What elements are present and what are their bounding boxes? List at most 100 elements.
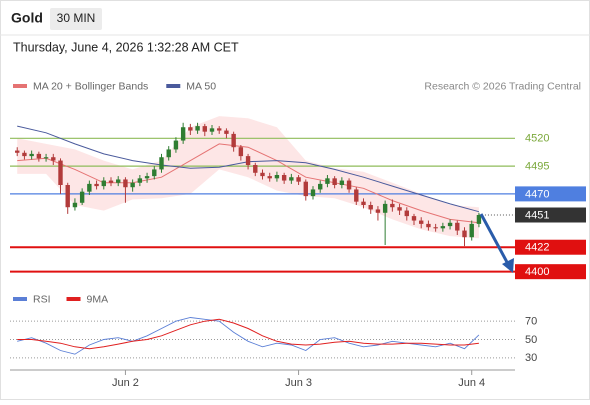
candle-body bbox=[455, 222, 460, 231]
arrow-shaft bbox=[479, 213, 510, 265]
candle-body bbox=[368, 205, 373, 210]
legend-label: 9MA bbox=[87, 293, 109, 305]
candle-body bbox=[15, 150, 20, 153]
candle-body bbox=[238, 147, 244, 157]
candle-body bbox=[318, 183, 323, 190]
candle-body bbox=[433, 227, 438, 229]
level-box bbox=[515, 186, 586, 202]
candle-body bbox=[152, 169, 157, 177]
candle-body bbox=[22, 152, 27, 157]
source: Research © 2026 Trading Central bbox=[424, 80, 581, 92]
x-tick-label: Jun 3 bbox=[285, 377, 312, 389]
candle-body bbox=[289, 177, 294, 181]
candle-body bbox=[447, 222, 453, 227]
candle-body bbox=[87, 183, 92, 192]
candle-body bbox=[180, 127, 186, 141]
candle-body bbox=[137, 178, 143, 183]
y-tick-label: 50 bbox=[525, 334, 537, 346]
candle-body bbox=[195, 126, 200, 131]
level-label: 4495 bbox=[525, 161, 549, 173]
legend-label: MA 20 + Bollinger Bands bbox=[33, 80, 148, 92]
candle-body bbox=[253, 165, 258, 173]
timestamp: Thursday, June 4, 2026 1:32:28 AM CET bbox=[13, 40, 239, 54]
price-label: 4451 bbox=[525, 209, 549, 221]
candle-body bbox=[390, 203, 395, 208]
candle-body bbox=[159, 157, 164, 170]
candle-body bbox=[72, 202, 78, 208]
candle-body bbox=[29, 153, 34, 157]
candle-body bbox=[231, 133, 236, 148]
candle-body bbox=[296, 177, 301, 182]
candle-body bbox=[202, 126, 207, 132]
candle-body bbox=[411, 216, 417, 221]
symbol: Gold bbox=[11, 10, 43, 26]
level-label: 4400 bbox=[525, 266, 549, 278]
candle-body bbox=[346, 180, 352, 190]
candle-body bbox=[469, 223, 474, 238]
candle-body bbox=[94, 183, 99, 187]
candle-body bbox=[65, 185, 70, 208]
candle-body bbox=[116, 179, 121, 183]
candle-body bbox=[166, 149, 171, 158]
candle-body bbox=[325, 178, 330, 184]
candle-body bbox=[267, 176, 272, 179]
y-tick-label: 70 bbox=[525, 316, 537, 328]
interval[interactable]: 30 MIN bbox=[57, 11, 96, 25]
legend-swatch bbox=[13, 84, 27, 88]
forecast-arrow bbox=[479, 213, 514, 273]
legend-swatch bbox=[166, 84, 181, 88]
indicator-line bbox=[17, 317, 480, 355]
candle-body bbox=[339, 180, 345, 185]
candle-body bbox=[173, 140, 179, 150]
candle-body bbox=[354, 189, 359, 202]
candle-body bbox=[274, 175, 280, 179]
candle-body bbox=[79, 191, 85, 203]
y-tick-label: 30 bbox=[525, 352, 537, 364]
level-box bbox=[515, 264, 586, 280]
candle-body bbox=[58, 160, 63, 185]
legend-label: MA 50 bbox=[186, 80, 216, 92]
ma-line bbox=[17, 143, 479, 224]
legend-swatch bbox=[13, 297, 27, 301]
indicator-line bbox=[17, 318, 479, 350]
candle-body bbox=[419, 220, 424, 224]
x-tick-label: Jun 2 bbox=[112, 377, 139, 389]
candle-body bbox=[426, 223, 431, 228]
candle-body bbox=[217, 128, 222, 131]
candle-body bbox=[130, 182, 135, 188]
candle-body bbox=[476, 215, 482, 224]
candle-body bbox=[144, 176, 150, 179]
candle-body bbox=[43, 157, 49, 159]
candle-body bbox=[303, 181, 308, 197]
candle-body bbox=[332, 178, 337, 185]
candle-body bbox=[440, 226, 446, 229]
candle-body bbox=[260, 172, 265, 177]
level-label: 4470 bbox=[525, 188, 549, 200]
level-box bbox=[515, 239, 586, 255]
legend-swatch bbox=[66, 297, 81, 301]
candle-body bbox=[462, 230, 467, 238]
legend-label: RSI bbox=[33, 293, 51, 305]
interval-box[interactable] bbox=[50, 8, 102, 30]
candle-body bbox=[404, 210, 409, 217]
arrow-head bbox=[502, 258, 514, 273]
candle-body bbox=[361, 201, 366, 205]
level-label: 4520 bbox=[525, 133, 549, 145]
candle-body bbox=[36, 153, 42, 159]
price-box bbox=[515, 207, 586, 223]
candle-body bbox=[123, 179, 128, 188]
candle-body bbox=[245, 156, 251, 165]
level-label: 4422 bbox=[525, 242, 549, 254]
candle-body bbox=[375, 209, 381, 213]
candle-body bbox=[51, 157, 56, 161]
candle-body bbox=[101, 180, 106, 187]
candle-body bbox=[108, 180, 114, 183]
x-tick-label: Jun 4 bbox=[458, 377, 485, 389]
candle-body bbox=[397, 207, 402, 211]
bollinger-band bbox=[17, 116, 479, 239]
candle-body bbox=[382, 203, 388, 213]
candle-body bbox=[209, 128, 215, 132]
candle-body bbox=[310, 189, 316, 197]
